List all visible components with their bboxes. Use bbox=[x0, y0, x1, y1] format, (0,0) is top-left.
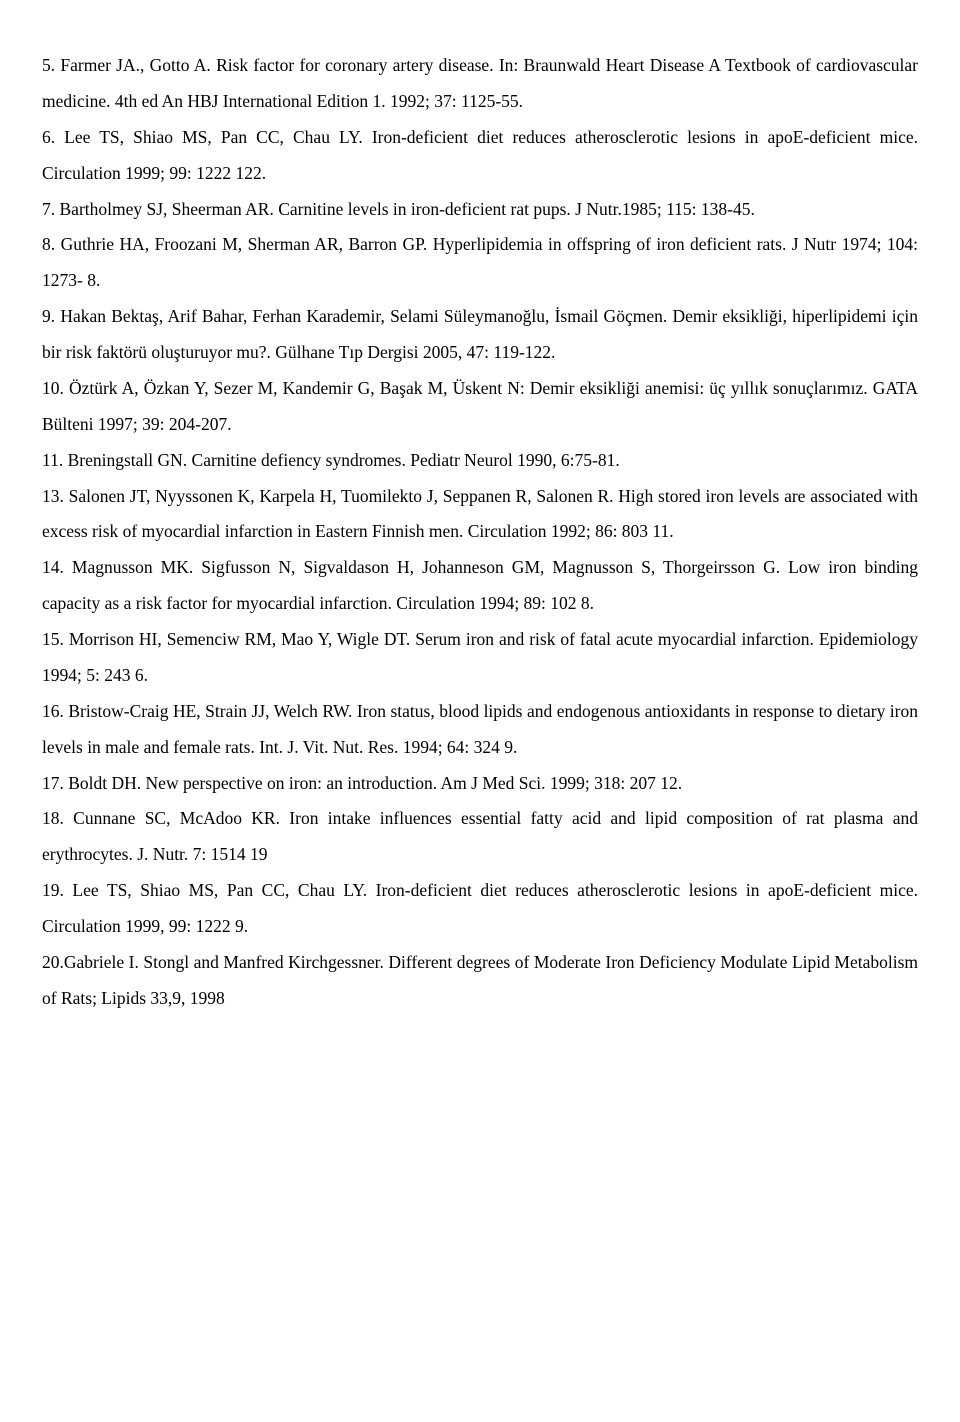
reference-5: 5. Farmer JA., Gotto A. Risk factor for … bbox=[42, 48, 918, 120]
reference-10: 10. Öztürk A, Özkan Y, Sezer M, Kandemir… bbox=[42, 371, 918, 443]
reference-9: 9. Hakan Bektaş, Arif Bahar, Ferhan Kara… bbox=[42, 299, 918, 371]
reference-16: 16. Bristow-Craig HE, Strain JJ, Welch R… bbox=[42, 694, 918, 766]
reference-7: 7. Bartholmey SJ, Sheerman AR. Carnitine… bbox=[42, 192, 918, 228]
reference-18: 18. Cunnane SC, McAdoo KR. Iron intake i… bbox=[42, 801, 918, 873]
reference-15: 15. Morrison HI, Semenciw RM, Mao Y, Wig… bbox=[42, 622, 918, 694]
reference-19: 19. Lee TS, Shiao MS, Pan CC, Chau LY. I… bbox=[42, 873, 918, 945]
reference-14: 14. Magnusson MK. Sigfusson N, Sigvaldas… bbox=[42, 550, 918, 622]
reference-8: 8. Guthrie HA, Froozani M, Sherman AR, B… bbox=[42, 227, 918, 299]
reference-6: 6. Lee TS, Shiao MS, Pan CC, Chau LY. Ir… bbox=[42, 120, 918, 192]
reference-11: 11. Breningstall GN. Carnitine defiency … bbox=[42, 443, 918, 479]
reference-13: 13. Salonen JT, Nyyssonen K, Karpela H, … bbox=[42, 479, 918, 551]
reference-17: 17. Boldt DH. New perspective on iron: a… bbox=[42, 766, 918, 802]
reference-20: 20.Gabriele I. Stongl and Manfred Kirchg… bbox=[42, 945, 918, 1017]
